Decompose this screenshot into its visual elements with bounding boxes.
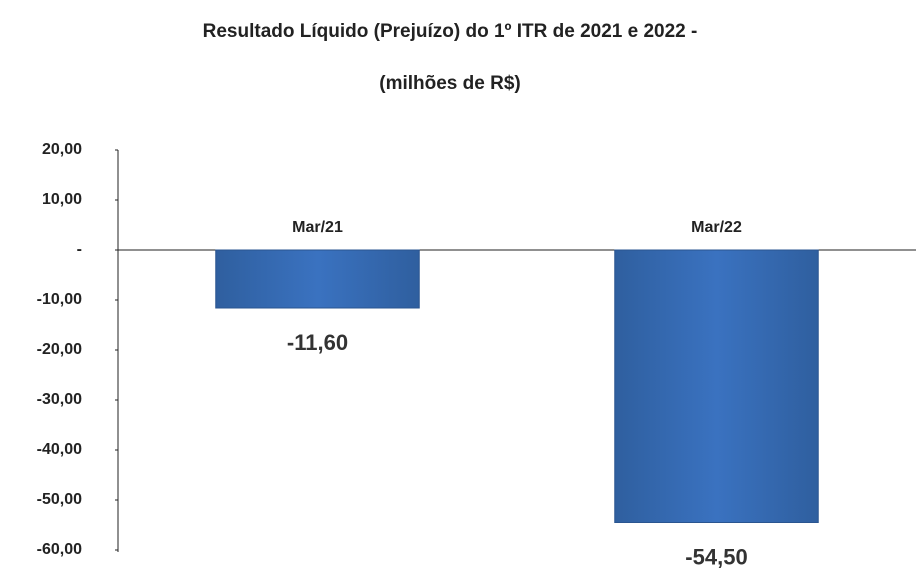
y-tick-label: -40,00 — [37, 441, 82, 458]
y-tick-label: -50,00 — [37, 491, 82, 508]
y-tick-label: 10,00 — [42, 191, 82, 208]
x-tick-label: Mar/21 — [292, 219, 343, 236]
y-tick-label: -10,00 — [37, 291, 82, 308]
y-tick-label: -20,00 — [37, 341, 82, 358]
bar — [614, 249, 819, 523]
bar — [215, 249, 420, 309]
x-tick-label: Mar/22 — [691, 219, 742, 236]
data-label: -54,50 — [685, 544, 747, 569]
y-tick-label: -60,00 — [37, 541, 82, 558]
y-tick-label: -30,00 — [37, 391, 82, 408]
y-tick-label: 20,00 — [42, 141, 82, 158]
y-tick-label: - — [77, 241, 82, 258]
chart-subtitle: (milhões de R$) — [379, 73, 520, 94]
chart-title: Resultado Líquido (Prejuízo) do 1º ITR d… — [203, 21, 698, 42]
data-label: -11,60 — [287, 330, 348, 355]
